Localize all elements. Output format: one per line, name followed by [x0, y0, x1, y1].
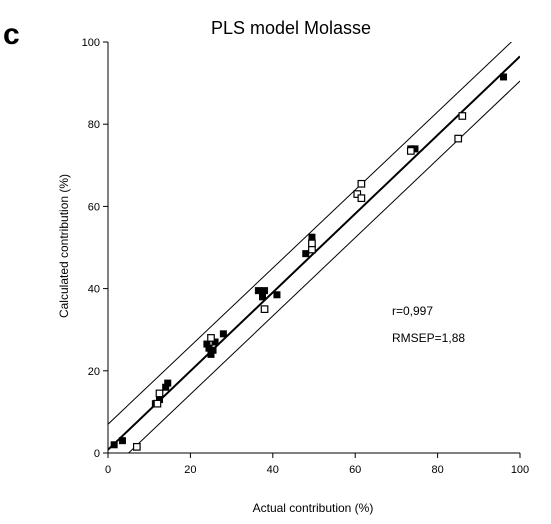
panel-label: c: [3, 18, 20, 51]
open-square-point: [458, 112, 467, 120]
y-tick-label: 0: [94, 448, 100, 460]
filled-square-point: [259, 293, 266, 301]
open-square-point: [132, 442, 141, 451]
x-tick-label: 60: [349, 464, 361, 476]
filled-square-point: [261, 287, 269, 295]
open-square-point: [308, 239, 316, 248]
filled-square-point: [500, 73, 508, 81]
filled-square-point: [209, 346, 217, 354]
y-tick-label: 100: [82, 37, 100, 49]
x-tick-label: 20: [184, 464, 196, 476]
filled-square-point: [164, 379, 172, 387]
annotation-rmsep: RMSEP=1,88: [392, 331, 465, 345]
filled-square-point: [110, 441, 118, 449]
y-tick-label: 40: [88, 284, 100, 296]
filled-square-point: [211, 338, 219, 346]
open-square-point: [207, 334, 215, 342]
lower-bound-line: [128, 80, 520, 453]
open-square-point: [454, 134, 463, 143]
chart-title: PLS model Molasse: [211, 18, 371, 38]
x-tick-label: 100: [511, 464, 529, 476]
filled-square-point: [273, 291, 281, 299]
x-tick-label: 0: [105, 464, 111, 476]
open-square-point: [308, 245, 316, 254]
upper-bound-line: [108, 42, 513, 425]
y-axis-title: Calculated contribution (%): [57, 174, 71, 318]
y-tick-label: 60: [88, 201, 100, 213]
open-square-point: [406, 147, 415, 155]
y-tick-label: 80: [88, 119, 100, 131]
open-square-point: [353, 190, 362, 198]
open-square-point: [260, 305, 269, 313]
open-square-point: [153, 399, 162, 408]
x-axis-title: Actual contribution (%): [253, 501, 374, 515]
annotation-r: r=0,997: [392, 304, 433, 318]
x-tick-label: 40: [267, 464, 279, 476]
open-square-point: [357, 194, 366, 203]
open-square-point: [155, 389, 164, 398]
filled-square-point: [254, 287, 262, 295]
open-square-point: [357, 179, 366, 188]
filled-square-point: [308, 233, 316, 241]
y-tick-label: 20: [88, 366, 100, 378]
filled-square-point: [219, 330, 227, 338]
filled-square-point: [302, 250, 310, 258]
x-tick-label: 80: [431, 464, 443, 476]
filled-square-point: [118, 437, 126, 445]
